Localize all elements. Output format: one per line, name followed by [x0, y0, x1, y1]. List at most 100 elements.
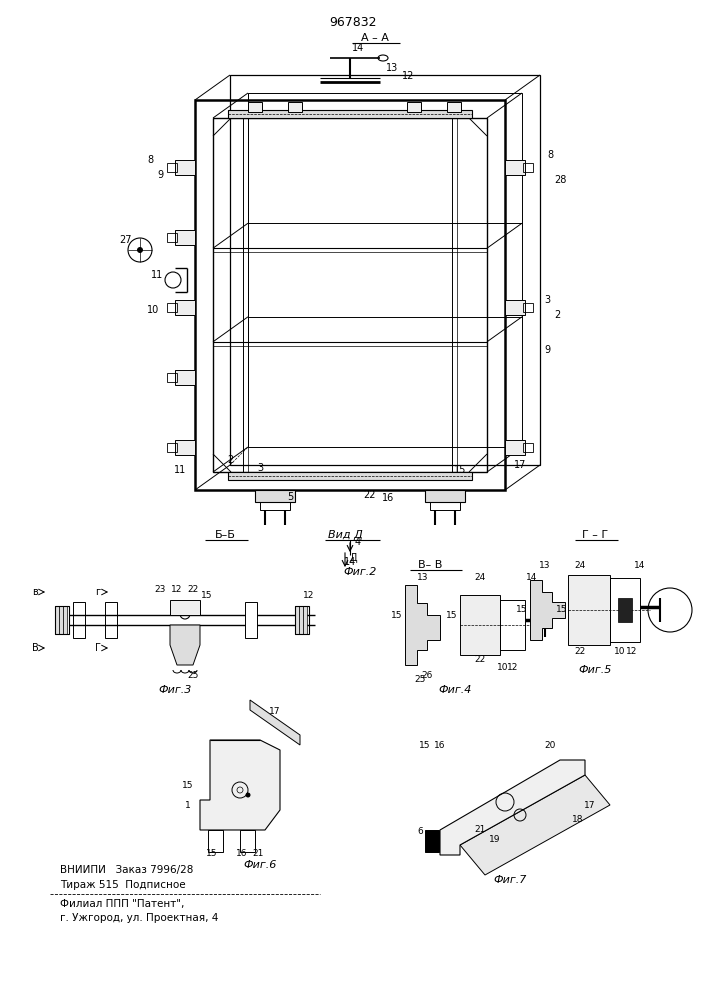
Polygon shape — [200, 740, 280, 830]
Text: 19: 19 — [489, 836, 501, 844]
Polygon shape — [460, 775, 610, 875]
Text: 1: 1 — [185, 800, 191, 810]
Bar — [500, 600, 525, 650]
Text: 12: 12 — [626, 648, 638, 656]
Bar — [407, 102, 421, 112]
Text: Б–Б: Б–Б — [214, 530, 235, 540]
Polygon shape — [170, 625, 200, 665]
Text: 16: 16 — [382, 493, 394, 503]
Polygon shape — [405, 585, 440, 665]
Bar — [55, 606, 59, 634]
Text: 9: 9 — [157, 170, 163, 180]
Bar — [167, 233, 177, 242]
Text: 14: 14 — [344, 557, 356, 567]
Text: 15: 15 — [201, 590, 213, 599]
Bar — [260, 502, 290, 510]
Circle shape — [245, 792, 250, 798]
Bar — [523, 303, 533, 312]
Text: 9: 9 — [544, 345, 550, 355]
Text: 8: 8 — [547, 150, 553, 160]
Text: 11: 11 — [174, 465, 186, 475]
Bar — [175, 230, 195, 245]
Bar — [175, 300, 195, 315]
Bar — [175, 440, 195, 455]
Text: 8: 8 — [147, 155, 153, 165]
Text: 24: 24 — [574, 560, 585, 570]
Text: 4: 4 — [355, 537, 361, 547]
Text: 21: 21 — [474, 826, 486, 834]
Bar — [505, 440, 525, 455]
Text: 22: 22 — [363, 490, 376, 500]
Text: A – A: A – A — [361, 33, 389, 43]
Text: Фиг.6: Фиг.6 — [243, 860, 276, 870]
Bar — [523, 163, 533, 172]
Text: 11: 11 — [151, 270, 163, 280]
Text: 25: 25 — [414, 676, 426, 684]
Text: 15: 15 — [391, 610, 403, 619]
Text: 967832: 967832 — [329, 15, 377, 28]
Bar — [73, 602, 85, 638]
Text: Тираж 515  Подписное: Тираж 515 Подписное — [60, 880, 186, 890]
Text: 13: 13 — [386, 63, 398, 73]
Bar — [288, 102, 302, 112]
Text: 22: 22 — [574, 648, 585, 656]
Bar — [63, 606, 67, 634]
Text: 15: 15 — [446, 610, 457, 619]
Bar — [175, 370, 195, 385]
Text: 2: 2 — [227, 455, 233, 465]
Bar — [167, 373, 177, 382]
Text: Фиг.4: Фиг.4 — [438, 685, 472, 695]
Bar — [568, 575, 610, 645]
Bar — [230, 75, 540, 465]
Bar — [295, 606, 299, 634]
Bar — [175, 160, 195, 175]
Text: 14: 14 — [526, 572, 538, 582]
Bar — [610, 578, 640, 642]
Text: 23: 23 — [154, 585, 165, 594]
Text: 10: 10 — [614, 648, 626, 656]
Bar — [167, 303, 177, 312]
Text: в: в — [32, 587, 38, 597]
Polygon shape — [530, 580, 565, 640]
Text: 27: 27 — [119, 235, 132, 245]
Bar — [55, 606, 69, 634]
Text: 15: 15 — [556, 605, 568, 614]
Bar — [299, 606, 303, 634]
Bar — [248, 93, 522, 447]
Bar — [460, 595, 500, 655]
Bar — [240, 830, 255, 852]
Text: 15: 15 — [516, 605, 527, 614]
Text: 14: 14 — [352, 43, 364, 53]
Text: 17: 17 — [584, 800, 596, 810]
Text: Д: Д — [349, 553, 357, 563]
Text: 6: 6 — [417, 828, 423, 836]
Text: Г – Г: Г – Г — [582, 530, 608, 540]
Bar — [295, 606, 309, 634]
Text: 10: 10 — [147, 305, 159, 315]
Bar — [228, 472, 472, 480]
Text: 12: 12 — [303, 590, 315, 599]
Bar — [167, 163, 177, 172]
Text: 3: 3 — [257, 463, 263, 473]
Text: 5: 5 — [287, 492, 293, 502]
Text: 12: 12 — [171, 585, 182, 594]
Text: 15: 15 — [206, 848, 218, 857]
Text: 17: 17 — [269, 708, 281, 716]
Bar — [228, 110, 472, 118]
Text: 17: 17 — [514, 460, 526, 470]
Text: 13: 13 — [417, 572, 428, 582]
Text: 15: 15 — [182, 780, 194, 790]
Text: 28: 28 — [554, 175, 566, 185]
Text: Г: Г — [95, 643, 101, 653]
Text: 3: 3 — [544, 295, 550, 305]
Polygon shape — [440, 760, 585, 855]
Bar — [195, 100, 505, 490]
Text: Фиг.5: Фиг.5 — [578, 665, 612, 675]
Bar — [505, 300, 525, 315]
Bar — [447, 102, 461, 112]
Bar — [105, 602, 117, 638]
Text: ВНИИПИ   Заказ 7996/28: ВНИИПИ Заказ 7996/28 — [60, 865, 194, 875]
Text: 24: 24 — [474, 572, 486, 582]
Text: 26: 26 — [421, 670, 433, 680]
Bar — [303, 606, 307, 634]
